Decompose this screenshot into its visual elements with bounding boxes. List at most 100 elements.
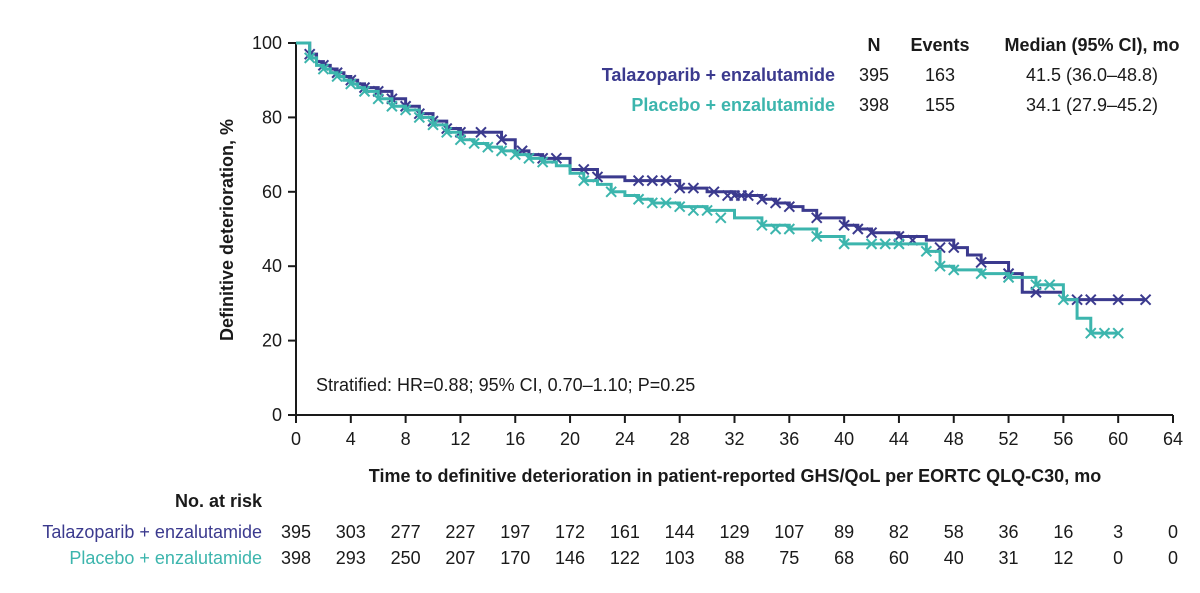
censor-mark — [687, 182, 700, 194]
censor-mark — [632, 193, 645, 205]
risk-count: 107 — [774, 522, 804, 542]
censor-mark — [468, 137, 480, 150]
x-tick-label: 12 — [450, 429, 470, 449]
x-tick-label: 0 — [291, 429, 301, 449]
risk-table-title: No. at risk — [175, 491, 263, 511]
legend-header: N — [868, 35, 881, 55]
censor-mark — [578, 174, 590, 187]
legend-n: 395 — [859, 65, 889, 85]
x-axis-title: Time to definitive deterioration in pati… — [369, 466, 1101, 486]
censor-mark — [783, 223, 796, 235]
risk-count: 68 — [834, 548, 854, 568]
censor-mark — [1098, 327, 1111, 339]
risk-count: 197 — [500, 522, 530, 542]
risk-count: 144 — [665, 522, 695, 542]
censor-mark — [673, 182, 686, 194]
censor-mark — [865, 227, 878, 239]
censor-mark — [413, 111, 426, 124]
censor-mark — [865, 238, 878, 250]
risk-count: 398 — [281, 548, 311, 568]
censor-mark — [523, 152, 535, 165]
censor-mark — [838, 238, 850, 250]
censor-mark — [331, 70, 343, 83]
censor-mark — [1085, 327, 1097, 339]
censor-mark — [920, 245, 933, 258]
x-tick-label: 40 — [834, 429, 854, 449]
risk-count: 36 — [999, 522, 1019, 542]
risk-count: 227 — [445, 522, 475, 542]
censor-mark — [811, 230, 823, 243]
censor-mark — [975, 256, 987, 269]
risk-count: 293 — [336, 548, 366, 568]
legend-n: 398 — [859, 95, 889, 115]
censor-mark — [756, 219, 768, 231]
censor-mark — [783, 200, 796, 213]
censor-mark — [948, 264, 960, 276]
censor-mark — [1139, 293, 1152, 306]
risk-count: 89 — [834, 522, 854, 542]
risk-count: 129 — [719, 522, 749, 542]
censor-mark — [1085, 293, 1097, 306]
censor-mark — [687, 204, 700, 217]
risk-count: 82 — [889, 522, 909, 542]
censor-mark — [386, 100, 398, 112]
censor-mark — [345, 78, 357, 90]
risk-count: 31 — [999, 548, 1019, 568]
censor-mark — [495, 145, 508, 157]
censor-mark — [646, 197, 658, 209]
censor-mark — [742, 189, 754, 202]
censor-mark — [811, 212, 823, 224]
censor-mark — [1043, 279, 1056, 291]
censor-mark — [1112, 327, 1124, 339]
censor-mark — [660, 197, 672, 209]
censor-mark — [1112, 293, 1124, 306]
legend-table: N Events Median (95% CI), mo Talazoparib + … — [602, 35, 1180, 115]
censor-mark — [399, 104, 412, 116]
censor-mark — [317, 63, 330, 75]
censor-mark — [454, 134, 467, 146]
series-layer — [296, 41, 1152, 339]
censor-mark — [1002, 271, 1015, 284]
legend-median: 34.1 (27.9–45.2) — [1026, 95, 1158, 115]
y-tick-label: 80 — [262, 107, 282, 127]
censor-mark — [427, 119, 439, 131]
censor-mark — [934, 260, 946, 272]
x-tick-label: 16 — [505, 429, 525, 449]
risk-count: 250 — [391, 548, 421, 568]
hazard-ratio-annotation: Stratified: HR=0.88; 95% CI, 0.70–1.10; … — [316, 375, 695, 395]
censor-mark — [1030, 279, 1042, 291]
risk-count: 0 — [1168, 522, 1178, 542]
x-tick-label: 44 — [889, 429, 909, 449]
x-tick-label: 36 — [779, 429, 799, 449]
legend-events: 155 — [925, 95, 955, 115]
risk-count: 60 — [889, 548, 909, 568]
x-tick-label: 32 — [724, 429, 744, 449]
y-tick-label: 20 — [262, 331, 282, 351]
x-tick-label: 28 — [670, 429, 690, 449]
x-tick-label: 56 — [1053, 429, 1073, 449]
series-line-talazoparib — [296, 41, 1146, 302]
y-tick-label: 60 — [262, 182, 282, 202]
risk-table: No. at risk Talazoparib + enzalutamide 395… — [42, 491, 1178, 568]
risk-row-label: Placebo + enzalutamide — [69, 548, 262, 568]
risk-count: 3 — [1113, 522, 1123, 542]
risk-count: 12 — [1053, 548, 1073, 568]
series-line-placebo — [296, 41, 1119, 335]
risk-count: 161 — [610, 522, 640, 542]
risk-count: 16 — [1053, 522, 1073, 542]
legend-median: 41.5 (36.0–48.8) — [1026, 65, 1158, 85]
censor-mark — [660, 174, 672, 187]
censor-mark — [769, 223, 782, 235]
censor-mark — [1057, 293, 1070, 306]
x-tick-label: 20 — [560, 429, 580, 449]
risk-count: 75 — [779, 548, 799, 568]
x-tick-label: 24 — [615, 429, 635, 449]
censor-mark — [475, 126, 487, 138]
y-axis-title: Definitive deterioration, % — [217, 119, 237, 341]
censor-mark — [509, 148, 521, 161]
censor-mark — [701, 204, 713, 217]
risk-count: 0 — [1168, 548, 1178, 568]
censor-mark — [303, 52, 316, 64]
